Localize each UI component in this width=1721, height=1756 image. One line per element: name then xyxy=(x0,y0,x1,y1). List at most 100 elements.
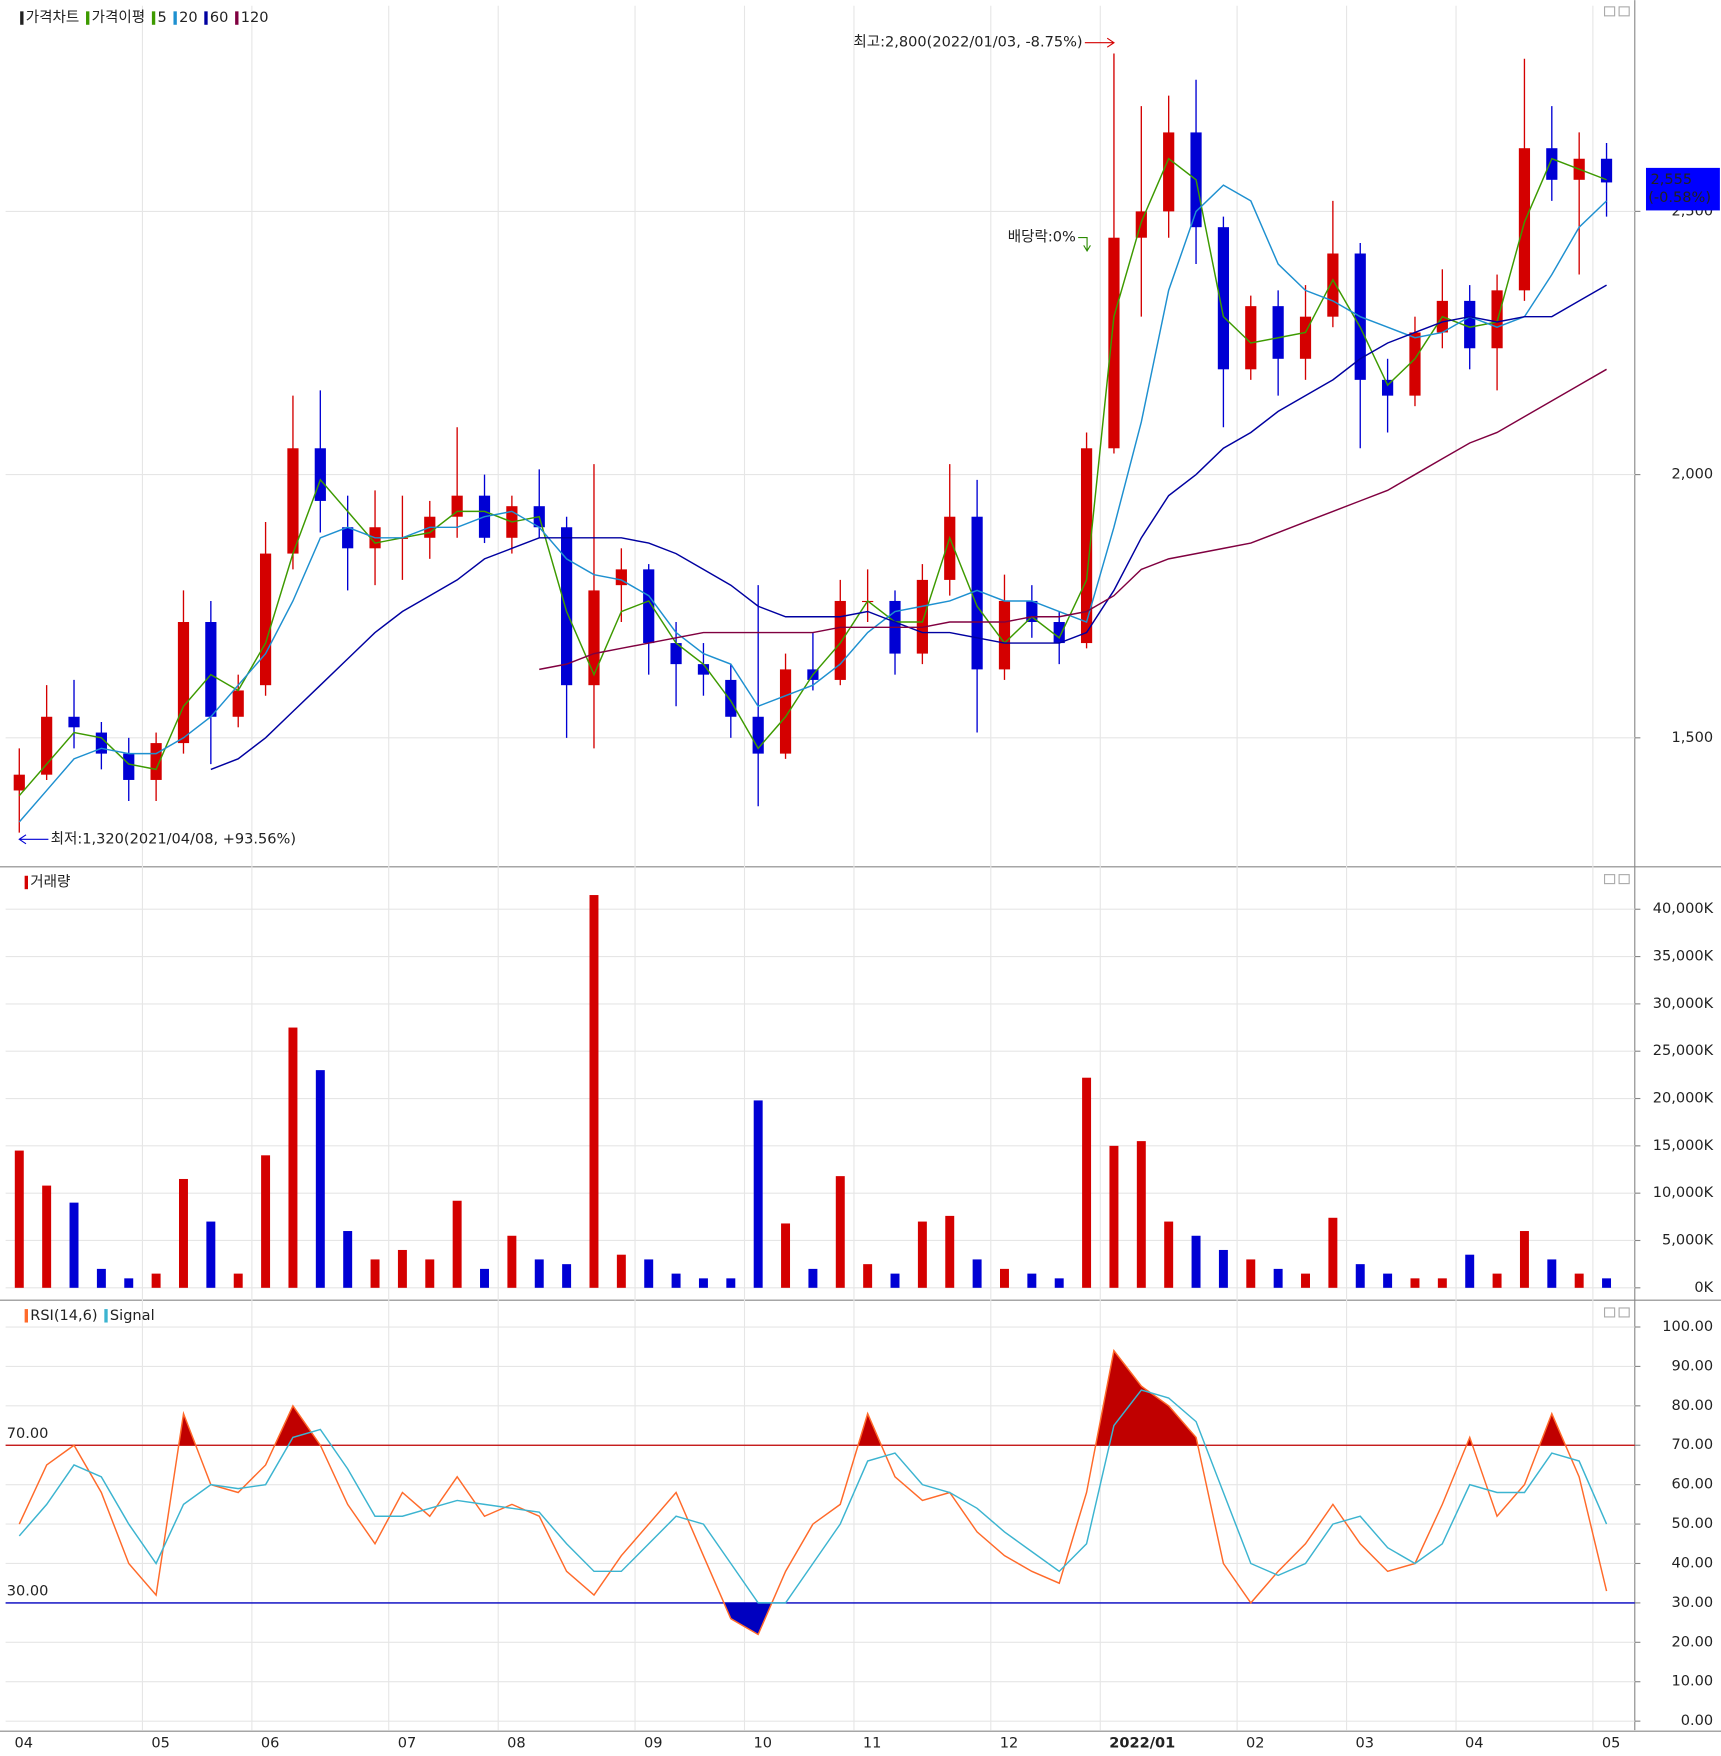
volume-bar xyxy=(1410,1278,1420,1288)
y-tick-label: 40.00 xyxy=(1672,1554,1714,1571)
volume-bar xyxy=(890,1273,900,1288)
volume-bar xyxy=(808,1268,818,1288)
candle-body xyxy=(68,716,80,728)
x-tick-label: 11 xyxy=(863,1735,882,1752)
volume-bar xyxy=(863,1264,873,1288)
y-tick-label: 30.00 xyxy=(1672,1594,1714,1611)
volume-bar xyxy=(534,1259,544,1288)
window-button xyxy=(1618,874,1630,885)
x-tick-label: 06 xyxy=(261,1735,280,1752)
rsi-line xyxy=(18,1389,1608,1604)
x-tick-label: 12 xyxy=(1000,1735,1019,1752)
candle-body xyxy=(1600,158,1613,183)
legend-label: 120 xyxy=(241,9,269,26)
window-button xyxy=(1618,1307,1630,1318)
moving-average xyxy=(18,157,1607,797)
y-tick-label: 70.00 xyxy=(1672,1436,1714,1453)
y-tick-label: 90.00 xyxy=(1672,1357,1714,1374)
candle-body xyxy=(725,679,737,717)
volume-bar xyxy=(96,1268,106,1288)
y-tick-label: 0.00 xyxy=(1681,1712,1713,1729)
volume-bar xyxy=(452,1200,462,1288)
volume-bar xyxy=(726,1278,736,1288)
y-tick-label: 60.00 xyxy=(1672,1476,1714,1493)
window-button xyxy=(1603,1307,1616,1318)
volume-bar xyxy=(179,1178,188,1288)
legend-marker xyxy=(24,875,28,890)
volume-bar xyxy=(397,1249,407,1288)
y-tick-label: 30,000K xyxy=(1653,995,1714,1012)
last-price-change: (-0.58%) xyxy=(1648,189,1711,206)
legend-label: 20 xyxy=(179,9,198,26)
candle-body xyxy=(205,622,217,717)
legend-label: 5 xyxy=(157,9,166,26)
candle-body xyxy=(916,579,928,654)
candle-body xyxy=(834,600,846,680)
volume-bar xyxy=(14,1150,24,1288)
candle-body xyxy=(177,622,190,744)
volume-bar xyxy=(616,1254,626,1288)
candle-body xyxy=(1245,306,1257,370)
candle-body xyxy=(615,569,627,586)
candle-body xyxy=(150,743,162,780)
legend-marker xyxy=(20,11,24,25)
legend-marker xyxy=(173,11,177,25)
volume-bar xyxy=(835,1176,845,1288)
legend-label: Signal xyxy=(110,1307,155,1324)
legend-marker xyxy=(204,11,208,25)
volume-bar xyxy=(1273,1268,1283,1288)
y-tick-label: 50.00 xyxy=(1672,1515,1714,1532)
dividend-annotation: 배당락:0% xyxy=(1008,229,1076,246)
volume-bar xyxy=(261,1155,271,1288)
legend-marker xyxy=(86,11,90,25)
candle-body xyxy=(1299,316,1312,359)
volume-bar xyxy=(1574,1273,1584,1288)
candle-body xyxy=(670,643,682,665)
moving-average xyxy=(539,368,1607,671)
volume-bar xyxy=(1519,1231,1529,1288)
volume-bar xyxy=(1301,1273,1310,1288)
candle-body xyxy=(1409,332,1421,396)
volume-bar xyxy=(1602,1278,1612,1288)
y-tick-label: 0K xyxy=(1694,1279,1713,1296)
volume-bar xyxy=(1383,1273,1393,1288)
candle-body xyxy=(1546,148,1558,180)
candle-body xyxy=(1026,600,1038,623)
y-tick-label: 35,000K xyxy=(1653,948,1714,965)
reference-label: 70.00 xyxy=(7,1425,49,1442)
volume-bar xyxy=(917,1221,927,1288)
volume-bar xyxy=(1136,1141,1146,1288)
y-tick-label: 100.00 xyxy=(1662,1318,1713,1335)
legend-marker xyxy=(24,1309,28,1323)
last-price: 2,555 xyxy=(1650,171,1692,188)
volume-bar xyxy=(343,1231,353,1288)
candle-body xyxy=(259,553,272,686)
window-button xyxy=(1603,6,1616,17)
legend-marker xyxy=(235,11,239,25)
volume-bar xyxy=(1437,1278,1447,1288)
volume-bar xyxy=(945,1215,955,1288)
y-tick-label: 2,000 xyxy=(1672,466,1714,483)
volume-bar xyxy=(1082,1077,1092,1288)
candle-body xyxy=(779,669,792,754)
volume-bar xyxy=(42,1185,52,1288)
volume-bar xyxy=(1328,1217,1338,1288)
annotation-arrow xyxy=(1078,236,1091,253)
last-price-box xyxy=(1645,167,1720,211)
candle-body xyxy=(1518,148,1531,291)
candle-body xyxy=(287,448,299,554)
x-tick-label: 04 xyxy=(15,1735,34,1752)
y-tick-label: 10,000K xyxy=(1653,1184,1714,1201)
x-tick-label: 09 xyxy=(644,1735,663,1752)
candle-body xyxy=(13,774,25,791)
volume-bar xyxy=(124,1278,134,1288)
volume-bar xyxy=(753,1100,763,1288)
volume-bar xyxy=(1218,1249,1228,1288)
volume-bar xyxy=(288,1027,298,1288)
x-tick-label: 2022/01 xyxy=(1109,1735,1175,1752)
rsi-line xyxy=(18,1348,1608,1636)
volume-bar xyxy=(671,1273,681,1288)
